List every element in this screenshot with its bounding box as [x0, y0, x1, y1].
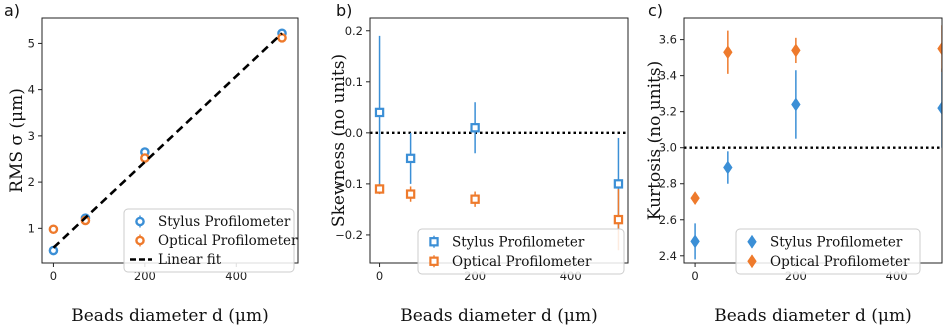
data-point: [405, 189, 416, 199]
y-tick-label: 2.6: [659, 213, 677, 227]
y-tick-label: −0.1: [335, 177, 363, 191]
series: [690, 68, 942, 260]
data-point: [48, 245, 59, 256]
panel-b: b) Skewness (no units) Beads diameter d (μ…: [329, 1, 629, 326]
y-axis-label: Skewness (no units): [329, 54, 349, 227]
legend-box: [417, 228, 625, 275]
series: [374, 35, 624, 230]
plot-area: [370, 35, 628, 251]
data-point: [374, 184, 385, 194]
legend: Stylus Profilometer Optical Profilometer L…: [123, 208, 298, 273]
legend-label: Optical Profilometer: [770, 254, 910, 270]
plot-area: [48, 28, 287, 256]
y-tick-label: 3.0: [659, 141, 677, 155]
y-tick-label: 3.6: [659, 33, 677, 47]
data-point: [723, 45, 733, 60]
y-tick-label: 3.2: [659, 105, 677, 119]
y-tick-label: 3.4: [659, 69, 677, 83]
x-tick-label: 0: [376, 269, 383, 283]
data-point: [613, 179, 624, 189]
legend-label: Optical Profilometer: [452, 254, 592, 270]
data-point: [405, 153, 416, 164]
y-tick-label: 0.0: [345, 126, 363, 140]
panel-a: a)RMS σ (μm)Beads diameter d (μm)0 200 400…: [4, 1, 299, 326]
panel-label: a): [4, 1, 20, 20]
legend-label: Linear fit: [158, 252, 222, 268]
legend-box: [735, 228, 921, 275]
x-axis-label: Beads diameter d (μm): [71, 306, 268, 326]
data-point: [374, 107, 385, 118]
series: [690, 25, 942, 206]
legend-marker: [747, 254, 757, 269]
x-axis-label: Beads diameter d (μm): [714, 306, 911, 326]
data-point: [937, 41, 942, 56]
data-point: [690, 191, 700, 206]
data-point: [277, 33, 287, 43]
legend-label: Optical Profilometer: [158, 233, 298, 249]
data-point: [791, 97, 801, 112]
legend-label: Stylus Profilometer: [770, 234, 903, 250]
legend-marker: [135, 216, 145, 227]
legend-marker: [135, 235, 145, 246]
data-point: [723, 160, 733, 175]
legend-marker: [747, 234, 757, 249]
data-point: [470, 194, 480, 204]
y-tick-label: −0.2: [335, 228, 363, 242]
data-point: [48, 224, 59, 235]
y-tick-label: 2.4: [659, 249, 677, 263]
y-tick-label: 0.2: [345, 24, 363, 38]
y-tick-label: 5: [28, 36, 35, 50]
y-axis-label: Kurtosis (no units): [645, 61, 665, 221]
series: [48, 33, 287, 235]
linear-fit-line: [52, 32, 283, 249]
legend-label: Stylus Profilometer: [158, 214, 291, 230]
panel-c: c) Kurtosis (no units) Beads diameter d (μ…: [645, 1, 943, 326]
data-point: [470, 123, 480, 133]
data-point: [690, 234, 700, 249]
y-tick-label: 2.8: [659, 177, 677, 191]
series: [52, 32, 283, 249]
y-tick-label: 1: [28, 221, 35, 235]
plot-area: [684, 25, 942, 260]
legend-box: [123, 208, 295, 273]
x-tick-label: 0: [50, 269, 57, 283]
y-tick-label: 0.1: [345, 75, 363, 89]
y-tick-label: 3: [28, 129, 35, 143]
panel-label: b): [336, 1, 352, 20]
x-axis-label: Beads diameter d (μm): [400, 306, 597, 326]
legend-marker: [429, 237, 439, 247]
axes-frame: [683, 17, 943, 264]
data-point: [140, 153, 150, 163]
data-point: [791, 43, 801, 58]
legend: Stylus Profilometer Optical Profilometer: [417, 228, 625, 275]
y-tick-label: 4: [28, 83, 35, 97]
panel-label: c): [648, 1, 663, 20]
legend: Stylus Profilometer Optical Profilometer: [735, 228, 921, 275]
data-point: [613, 214, 624, 225]
y-tick-label: 2: [28, 175, 35, 189]
legend-label: Stylus Profilometer: [452, 234, 585, 250]
y-axis-label: RMS σ (μm): [7, 88, 27, 193]
data-point: [937, 101, 942, 115]
axes-frame: [369, 17, 629, 264]
legend-marker: [429, 256, 439, 266]
x-tick-label: 0: [691, 269, 698, 283]
